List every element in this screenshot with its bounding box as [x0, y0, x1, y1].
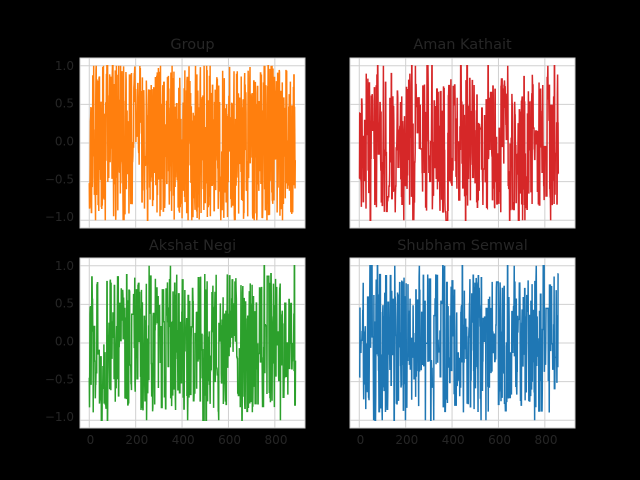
xtick-label: 0 — [87, 433, 95, 447]
xtick-label: 800 — [265, 433, 288, 447]
series-line-group — [88, 64, 297, 222]
ytick-label: 0.0 — [55, 335, 74, 349]
xtick-label: 600 — [488, 433, 511, 447]
ytick-label: 1.0 — [55, 59, 74, 73]
subplot-shubham-semwal: Shubham Semwal 0 200 400 600 800 — [349, 238, 576, 447]
xtick-label: 200 — [395, 433, 418, 447]
series-line-aman-kathait — [358, 64, 560, 222]
ytick-label: 1.0 — [55, 259, 74, 273]
subplot-akshat-negi: Akshat Negi 1.0 0.5 0.0 −0.5 −1.0 0 200 … — [45, 238, 306, 447]
subplot-title-group: Group — [170, 37, 214, 53]
ytick-label: 0.5 — [55, 97, 74, 111]
ytick-label: −0.5 — [45, 172, 74, 186]
subplot-aman-kathait: Aman Kathait — [349, 37, 576, 229]
xtick-label: 800 — [535, 433, 558, 447]
ytick-label: −1.0 — [45, 410, 74, 424]
xtick-label: 600 — [218, 433, 241, 447]
ytick-label: 0.0 — [55, 135, 74, 149]
series-line-shubham-semwal — [358, 264, 559, 422]
series-line-akshat-negi — [88, 264, 297, 422]
ytick-label: −1.0 — [45, 210, 74, 224]
subplot-title-shubham-semwal: Shubham Semwal — [397, 238, 528, 254]
ytick-label: 0.5 — [55, 297, 74, 311]
subplot-title-aman-kathait: Aman Kathait — [413, 37, 512, 53]
xtick-label: 400 — [172, 433, 195, 447]
ytick-label: −0.5 — [45, 372, 74, 386]
xtick-label: 400 — [442, 433, 465, 447]
xtick-label: 0 — [357, 433, 365, 447]
subplot-group: Group 1.0 0.5 0.0 −0.5 −1.0 — [45, 37, 306, 229]
subplot-title-akshat-negi: Akshat Negi — [149, 238, 236, 254]
xtick-label: 200 — [125, 433, 148, 447]
